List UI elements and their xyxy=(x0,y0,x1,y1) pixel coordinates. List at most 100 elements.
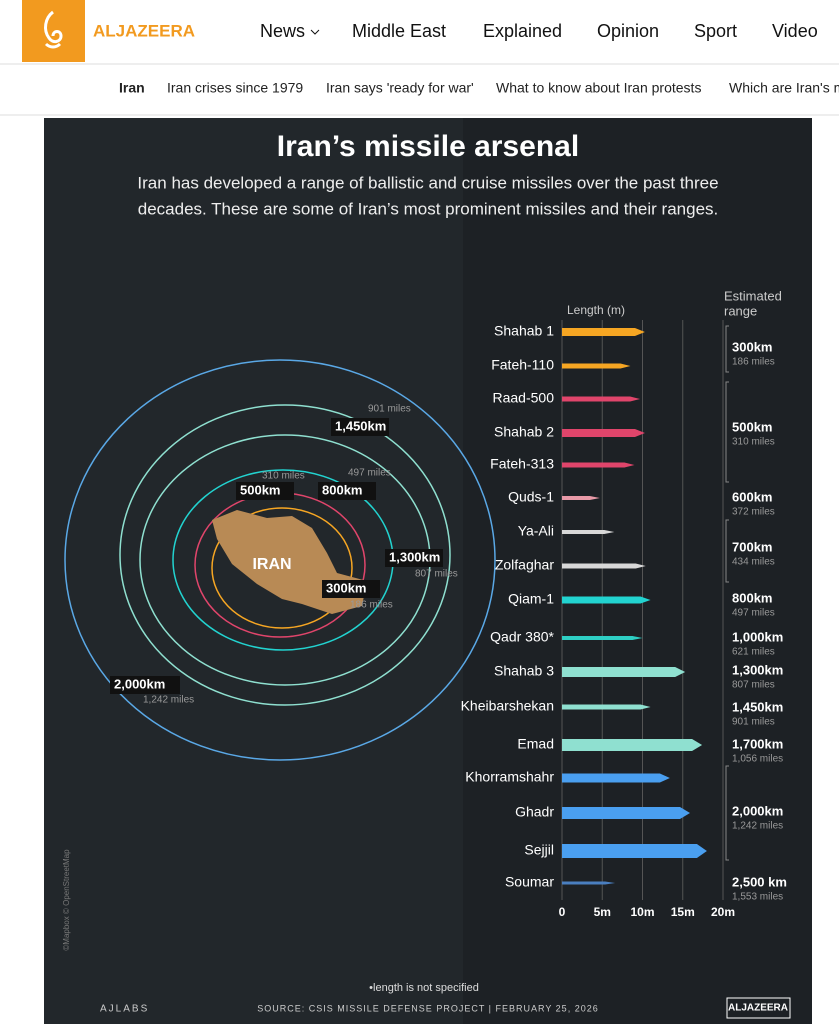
range-km: 1,700km xyxy=(732,736,783,751)
missile-name: Qadr 380* xyxy=(490,629,554,645)
x-tick-label: 10m xyxy=(630,905,654,919)
missile-name: Soumar xyxy=(505,874,554,890)
missile-name: Ya-Ali xyxy=(518,523,554,539)
bracket xyxy=(725,325,729,373)
missile-name: Quds-1 xyxy=(508,489,554,505)
range-miles: 1,056 miles xyxy=(732,754,783,765)
range-km: 1,300km xyxy=(732,662,783,677)
missile-bar xyxy=(562,739,703,751)
range-km: 700km xyxy=(732,539,772,554)
subnav-link[interactable]: Iran crises since 1979 xyxy=(167,80,303,96)
infographic-content: Iran’s missile arsenal Iran has developed… xyxy=(62,130,791,1019)
nav-link[interactable]: Video xyxy=(772,21,818,41)
source: SOURCE: CSIS MISSILE DEFENSE PROJECT | F… xyxy=(257,1003,598,1013)
missile-bar xyxy=(562,881,616,885)
subnav-link[interactable]: Which are Iran's m xyxy=(729,80,839,96)
missile-name: Sejjil xyxy=(524,842,554,858)
nav-link[interactable]: Explained xyxy=(483,21,562,41)
missile-name: Ghadr xyxy=(515,804,554,820)
map-label-km: 300km xyxy=(326,580,366,595)
range-miles: 621 miles xyxy=(732,647,775,658)
missile-bar xyxy=(562,530,615,534)
subnav-link[interactable]: Iran xyxy=(119,80,145,96)
missile-bar xyxy=(562,563,646,569)
missile-bar xyxy=(562,844,707,858)
bracket xyxy=(725,519,729,583)
map-credit: ©Mapbox © OpenStreetMap xyxy=(62,849,71,951)
nav-link[interactable]: Sport xyxy=(694,21,737,41)
range-miles: 901 miles xyxy=(732,717,775,728)
missile-name: Zolfaghar xyxy=(495,557,554,573)
missile-bar xyxy=(562,667,686,677)
range-miles: 310 miles xyxy=(732,437,775,448)
map-label-km: 500km xyxy=(240,482,280,497)
missile-bar xyxy=(562,429,645,437)
missile-name: Shahab 1 xyxy=(494,323,554,339)
x-tick-label: 20m xyxy=(711,905,735,919)
missile-bar xyxy=(562,363,631,369)
subtitle: decades. These are some of Iran’s most p… xyxy=(138,199,719,218)
missile-name: Emad xyxy=(517,736,554,752)
missile-name: Shahab 3 xyxy=(494,663,554,679)
logo-mark[interactable] xyxy=(22,0,85,62)
map-label-miles: 497 miles xyxy=(348,468,391,479)
x-tick-label: 5m xyxy=(594,905,611,919)
map-label-box xyxy=(331,418,389,436)
subnav-link[interactable]: Iran says 'ready for war' xyxy=(326,80,474,96)
map-label-box xyxy=(322,580,380,598)
range-miles: 1,242 miles xyxy=(732,821,783,832)
nav-link[interactable]: News xyxy=(260,21,305,41)
map-label-km: 1,450km xyxy=(335,418,386,433)
range-km: 600km xyxy=(732,489,772,504)
range-label: range xyxy=(724,303,757,318)
country-label: IRAN xyxy=(252,556,291,573)
logo-text[interactable]: ALJAZEERA xyxy=(93,21,195,40)
brand-box xyxy=(726,997,791,1019)
dropdown-icon xyxy=(310,29,320,35)
length-label: Length (m) xyxy=(567,303,625,317)
range-miles: 497 miles xyxy=(732,608,775,619)
missile-name: Qiam-1 xyxy=(508,591,554,607)
range-km: 800km xyxy=(732,590,772,605)
bracket xyxy=(725,765,729,861)
missile-bar xyxy=(562,704,651,710)
map-sea xyxy=(463,118,812,1024)
x-tick-label: 0 xyxy=(559,905,566,919)
missile-bar xyxy=(562,636,643,640)
map-label-miles: 901 miles xyxy=(368,404,411,415)
range-miles: 1,553 miles xyxy=(732,892,783,903)
bracket xyxy=(725,381,729,483)
range-miles: 186 miles xyxy=(732,357,775,368)
missile-name: Fateh-110 xyxy=(491,357,554,373)
map-label-miles: 310 miles xyxy=(262,471,305,482)
map-label-km: 2,000km xyxy=(114,676,165,691)
range-label: Estimated xyxy=(724,288,782,303)
range-miles: 434 miles xyxy=(732,557,775,568)
range-km: 2,000km xyxy=(732,803,783,818)
range-km: 1,000km xyxy=(732,629,783,644)
range-km: 2,500 km xyxy=(732,874,787,889)
map-label-box xyxy=(385,549,443,567)
map-label-km: 1,300km xyxy=(389,549,440,564)
range-km: 300km xyxy=(732,339,772,354)
missile-name: Raad-500 xyxy=(493,390,555,406)
brand: ALJAZEERA xyxy=(728,1003,788,1014)
x-tick-label: 15m xyxy=(671,905,695,919)
range-km: 500km xyxy=(732,419,772,434)
map-label-box xyxy=(318,482,376,500)
missile-bar xyxy=(562,773,670,783)
missile-bar xyxy=(562,596,651,604)
subnav-link[interactable]: What to know about Iran protests xyxy=(496,80,701,96)
missile-name: Fateh-313 xyxy=(490,456,554,472)
subtitle: Iran has developed a range of ballistic … xyxy=(137,173,718,192)
missile-bar xyxy=(562,396,641,402)
nav-link[interactable]: Opinion xyxy=(597,21,659,41)
missile-name: Shahab 2 xyxy=(494,424,554,440)
map-label-box xyxy=(110,676,180,694)
range-km: 1,450km xyxy=(732,699,783,714)
nav-link[interactable]: Middle East xyxy=(352,21,446,41)
note: •length is not specified xyxy=(369,982,479,994)
map-label-miles: 807 miles xyxy=(415,569,458,580)
